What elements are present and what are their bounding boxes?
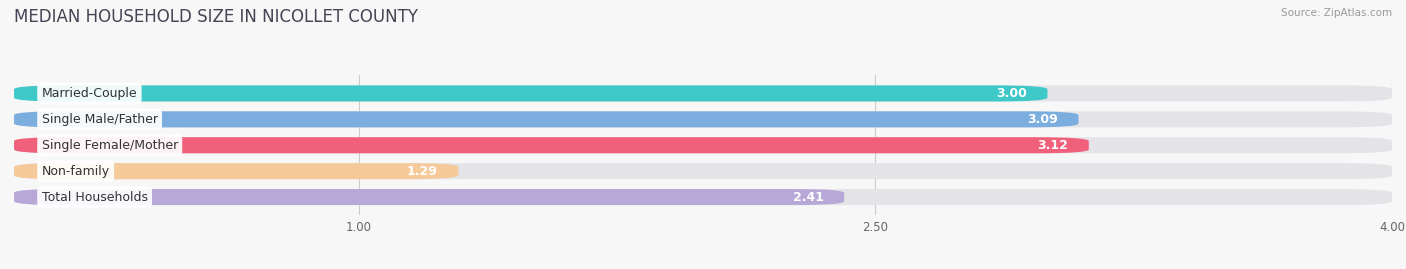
Text: 3.00: 3.00 — [995, 87, 1026, 100]
FancyBboxPatch shape — [14, 189, 1392, 205]
FancyBboxPatch shape — [14, 137, 1392, 153]
Text: Single Male/Father: Single Male/Father — [42, 113, 157, 126]
Text: 1.29: 1.29 — [406, 165, 437, 178]
Text: Married-Couple: Married-Couple — [42, 87, 138, 100]
Text: Total Households: Total Households — [42, 190, 148, 204]
FancyBboxPatch shape — [14, 111, 1392, 128]
FancyBboxPatch shape — [14, 163, 458, 179]
Text: 2.41: 2.41 — [793, 190, 824, 204]
Text: MEDIAN HOUSEHOLD SIZE IN NICOLLET COUNTY: MEDIAN HOUSEHOLD SIZE IN NICOLLET COUNTY — [14, 8, 418, 26]
FancyBboxPatch shape — [14, 137, 1088, 153]
FancyBboxPatch shape — [14, 163, 1392, 179]
Text: Single Female/Mother: Single Female/Mother — [42, 139, 179, 152]
FancyBboxPatch shape — [14, 189, 844, 205]
Text: 3.09: 3.09 — [1026, 113, 1057, 126]
Text: 3.12: 3.12 — [1038, 139, 1069, 152]
FancyBboxPatch shape — [14, 111, 1078, 128]
Text: Source: ZipAtlas.com: Source: ZipAtlas.com — [1281, 8, 1392, 18]
FancyBboxPatch shape — [14, 86, 1392, 101]
Text: Non-family: Non-family — [42, 165, 110, 178]
FancyBboxPatch shape — [14, 86, 1047, 101]
